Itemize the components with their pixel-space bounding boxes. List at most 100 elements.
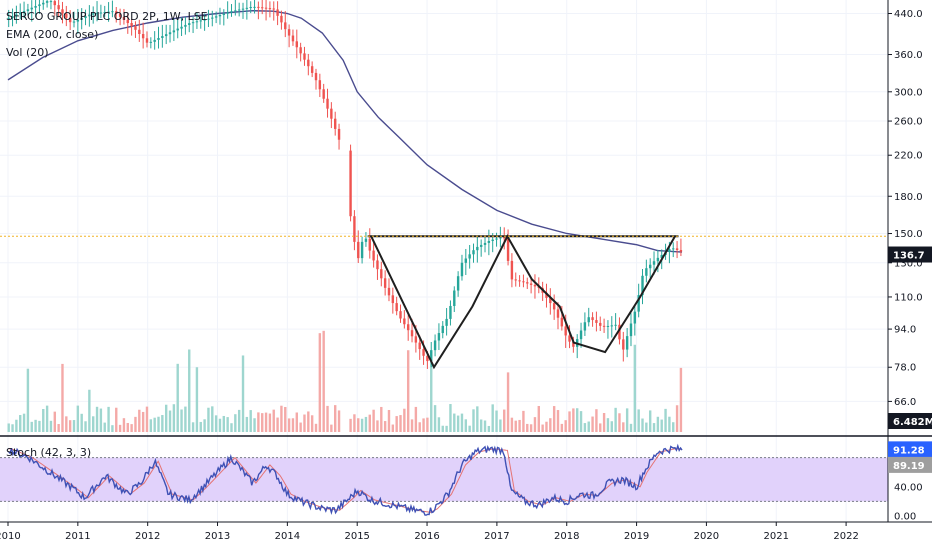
candle-body (237, 9, 241, 11)
volume-bar (7, 423, 10, 432)
candle-body (606, 325, 610, 327)
candle-body (38, 4, 41, 7)
volume-bar (199, 421, 202, 432)
candle-body (157, 37, 160, 40)
candle-body (245, 7, 249, 9)
candle-body (460, 262, 464, 277)
candle-body (180, 26, 183, 29)
candle-body (322, 89, 325, 99)
volume-bar (491, 404, 494, 432)
candle-body (241, 8, 245, 10)
candle-body (337, 128, 341, 140)
volume-bar (111, 425, 114, 432)
candle-body (130, 23, 133, 27)
volume-bar (57, 424, 60, 432)
ema-legend[interactable]: EMA (200, close) (6, 28, 99, 41)
volume-bar (261, 413, 264, 432)
volume-bar (134, 416, 137, 432)
last-price-tag: 136.7 (893, 251, 925, 262)
volume-bar (65, 416, 68, 432)
volume-bar (645, 422, 648, 432)
price-tick-label: 94.0 (894, 325, 916, 336)
candle-body (272, 8, 275, 10)
candle-body (637, 295, 640, 312)
volume-bars (7, 330, 683, 432)
volume-bar (648, 410, 652, 432)
volume-bar (468, 425, 471, 432)
volume-bar (188, 349, 191, 432)
candle-body (11, 16, 14, 18)
volume-bar (115, 407, 118, 432)
stoch-band (0, 457, 888, 502)
candle-body (610, 325, 613, 327)
candle-body (138, 29, 141, 35)
time-tick-label: 2013 (205, 531, 230, 542)
candle-body (622, 339, 625, 350)
candle-body (268, 8, 272, 10)
candle-body (230, 11, 233, 13)
volume-bar (399, 415, 402, 432)
volume-bar (88, 389, 91, 432)
volume-bar (664, 408, 667, 432)
candle-body (222, 13, 226, 16)
volume-bar (595, 409, 598, 432)
volume-bar (122, 418, 126, 432)
candle-body (591, 317, 594, 321)
volume-legend[interactable]: Vol (20) (6, 46, 49, 59)
candle-body (503, 237, 506, 239)
candle-body (207, 18, 210, 20)
stoch-legend[interactable]: Stoch (42, 3, 3) (6, 446, 92, 459)
candle-body (330, 108, 333, 119)
candle-body (595, 320, 598, 323)
volume-bar (92, 416, 95, 432)
stoch-k-tag-bg (888, 441, 932, 458)
volume-bar (222, 415, 226, 432)
volume-bar (38, 420, 41, 432)
volume-bar (303, 414, 306, 432)
time-tick-label: 2016 (414, 531, 439, 542)
stoch-k-tag: 91.28 (893, 445, 925, 456)
candle-body (318, 80, 322, 90)
candle-body (19, 12, 22, 15)
volume-bar (138, 409, 141, 432)
volume-bar (464, 419, 468, 432)
candle-body (675, 248, 679, 250)
candle-body (310, 66, 314, 73)
candle-body (161, 36, 164, 38)
candle-body (115, 11, 118, 14)
volume-bar (449, 404, 452, 432)
candle-body (648, 264, 652, 269)
candle-body (406, 324, 410, 331)
volume-bar (334, 405, 337, 432)
volume-bar (529, 424, 533, 432)
stoch-d-tag-bg (888, 456, 932, 473)
candle-body (188, 23, 191, 25)
candle-body (280, 15, 283, 23)
candle-body (614, 324, 617, 326)
time-tick-label: 2021 (764, 531, 789, 542)
volume-bar (76, 405, 80, 432)
candle-body (92, 13, 95, 15)
candle-body (226, 12, 229, 14)
candle-body (7, 17, 10, 19)
volume-bar (337, 410, 341, 432)
volume-bar (541, 424, 544, 432)
candle-body (430, 350, 433, 362)
candle-body (376, 260, 379, 270)
candle-body (453, 290, 456, 306)
candle-body (410, 330, 414, 337)
volume-bar (130, 424, 133, 432)
candle-body (464, 258, 468, 263)
stoch-k-line (8, 443, 683, 516)
volume-bar (253, 418, 256, 432)
volume-bar (226, 417, 229, 432)
candle-body (118, 13, 122, 17)
volume-bar (318, 333, 322, 432)
symbol-legend[interactable]: SERCO GROUP PLC ORD 2P, 1W, LSE (6, 10, 208, 23)
candle-body (203, 19, 206, 21)
candle-body (625, 336, 629, 350)
volume-bar (591, 416, 594, 432)
candle-body (168, 32, 172, 35)
volume-bar (426, 417, 429, 432)
